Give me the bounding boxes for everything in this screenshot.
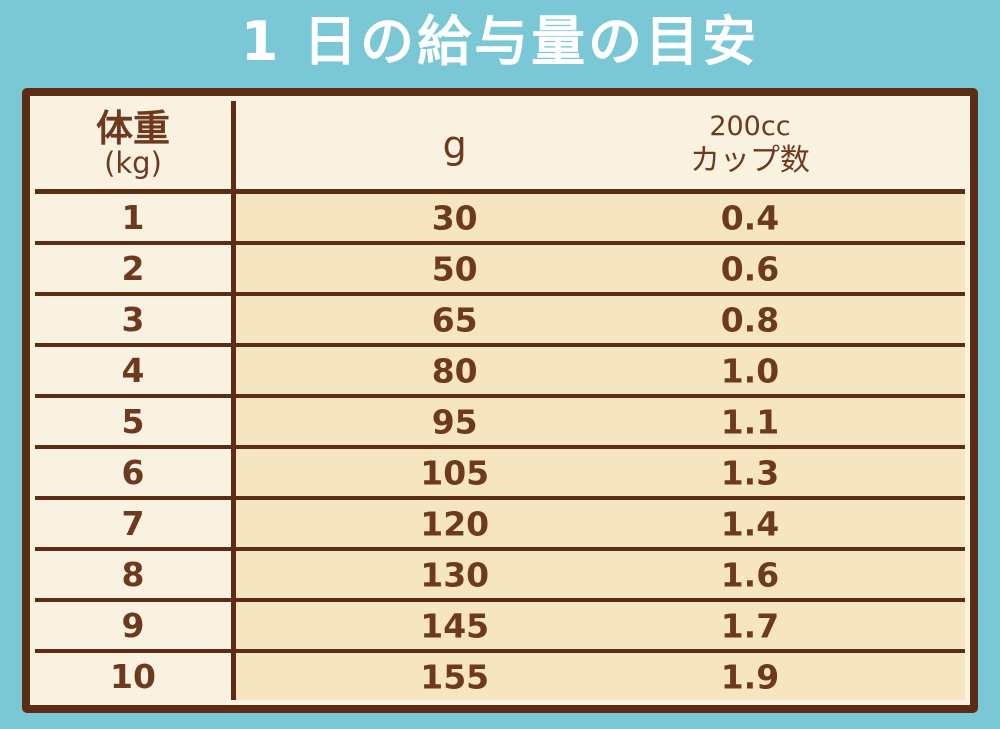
amount-cell: 65 0.8 (236, 296, 965, 343)
table-row: 8 130 1.6 (35, 551, 965, 602)
cups-value: 0.6 (720, 249, 780, 288)
cups-value: 0.4 (720, 198, 780, 237)
cups-value: 1.0 (720, 351, 780, 390)
table-row: 7 120 1.4 (35, 500, 965, 551)
grams-value: 95 (431, 402, 478, 441)
grams-value: 50 (431, 249, 478, 288)
amount-cell: 95 1.1 (236, 398, 965, 445)
cups-header-label: 200cc カップ数 (690, 111, 810, 179)
amount-cell: 30 0.4 (236, 194, 965, 241)
table-header-row: 体重 (kg) g 200cc カップ数 (35, 101, 965, 194)
weight-cell: 10 (35, 653, 236, 700)
weight-cell: 4 (35, 347, 236, 394)
table-row: 9 145 1.7 (35, 602, 965, 653)
weight-cell: 8 (35, 551, 236, 598)
grams-value: 80 (431, 351, 478, 390)
amount-cell: 50 0.6 (236, 245, 965, 292)
cups-value: 1.9 (720, 657, 780, 696)
weight-header-label: 体重 (96, 106, 170, 150)
feeding-table: 体重 (kg) g 200cc カップ数 1 30 0.4 (35, 101, 965, 700)
cups-value: 1.4 (720, 504, 780, 543)
weight-cell: 2 (35, 245, 236, 292)
grams-value: 65 (431, 300, 478, 339)
weight-cell: 7 (35, 500, 236, 547)
cups-value: 1.7 (720, 606, 780, 645)
grams-value: 130 (420, 555, 490, 594)
grams-value: 105 (420, 453, 490, 492)
grams-value: 120 (420, 504, 490, 543)
grams-value: 30 (431, 198, 478, 237)
table-row: 10 155 1.9 (35, 653, 965, 700)
cups-value: 0.8 (720, 300, 780, 339)
weight-header-cell: 体重 (kg) (35, 101, 236, 189)
amount-cell: 105 1.3 (236, 449, 965, 496)
cups-value: 1.6 (720, 555, 780, 594)
amounts-header-cell: g 200cc カップ数 (236, 101, 965, 189)
grams-header-label: g (442, 123, 467, 167)
grams-value: 155 (420, 657, 490, 696)
cups-header-line1: 200cc (709, 110, 791, 142)
table-row: 3 65 0.8 (35, 296, 965, 347)
page-title: 1 日の給与量の目安 (240, 10, 760, 73)
table-row: 1 30 0.4 (35, 194, 965, 245)
weight-cell: 5 (35, 398, 236, 445)
amount-cell: 130 1.6 (236, 551, 965, 598)
weight-cell: 1 (35, 194, 236, 241)
feeding-table-panel: 体重 (kg) g 200cc カップ数 1 30 0.4 (22, 88, 978, 713)
cups-value: 1.3 (720, 453, 780, 492)
grams-value: 145 (420, 606, 490, 645)
amount-cell: 80 1.0 (236, 347, 965, 394)
cups-value: 1.1 (720, 402, 780, 441)
table-row: 4 80 1.0 (35, 347, 965, 398)
cups-header-line2: カップ数 (689, 143, 810, 179)
table-row: 2 50 0.6 (35, 245, 965, 296)
weight-header-unit: (kg) (104, 146, 162, 181)
table-row: 6 105 1.3 (35, 449, 965, 500)
amount-cell: 155 1.9 (236, 653, 965, 700)
weight-cell: 3 (35, 296, 236, 343)
amount-cell: 145 1.7 (236, 602, 965, 649)
table-row: 5 95 1.1 (35, 398, 965, 449)
weight-cell: 6 (35, 449, 236, 496)
weight-cell: 9 (35, 602, 236, 649)
amount-cell: 120 1.4 (236, 500, 965, 547)
